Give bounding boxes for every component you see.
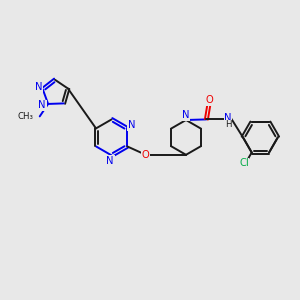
Text: CH₃: CH₃ <box>17 112 33 121</box>
Text: O: O <box>206 95 214 105</box>
Text: H: H <box>225 120 231 129</box>
Text: O: O <box>142 150 150 160</box>
Text: Cl: Cl <box>239 158 249 168</box>
Text: N: N <box>128 120 135 130</box>
Text: N: N <box>34 82 42 92</box>
Text: N: N <box>106 155 114 166</box>
Text: N: N <box>224 113 232 123</box>
Text: N: N <box>38 100 46 110</box>
Text: N: N <box>182 110 190 120</box>
